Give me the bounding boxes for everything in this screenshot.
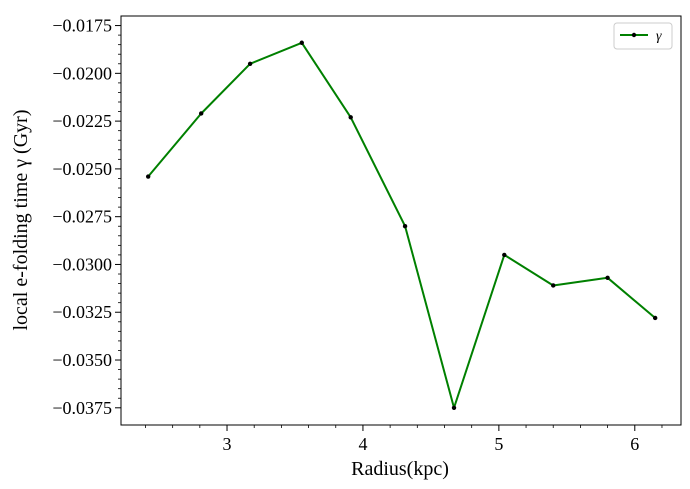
data-point: [502, 252, 507, 258]
data-point: [451, 405, 457, 410]
x-tick-label: 5: [494, 434, 503, 454]
y-tick-label: −0.0350: [52, 350, 112, 370]
y-tick-label: −0.0300: [52, 254, 112, 274]
y-tick-label: −0.0375: [52, 398, 112, 418]
y-tick-label: −0.0250: [52, 159, 112, 179]
y-tick-label: −0.0325: [52, 302, 112, 322]
y-tick-label: −0.0200: [52, 63, 112, 83]
y-tick-label: −0.0225: [52, 111, 112, 131]
data-point: [348, 115, 353, 120]
data-point: [652, 315, 658, 321]
legend-marker: [631, 32, 637, 38]
plot-area: [120, 15, 682, 426]
y-tick-label: −0.0275: [52, 207, 112, 227]
data-point: [605, 275, 610, 281]
data-point: [551, 283, 556, 288]
data-point: [402, 224, 408, 229]
data-point: [299, 40, 304, 45]
x-axis-label: Radius(kpc): [351, 458, 449, 480]
x-tick-label: 4: [358, 434, 367, 454]
y-axis-label: local e-folding time γ (Gyr): [10, 110, 32, 331]
data-point: [145, 174, 151, 179]
x-tick-label: 3: [223, 434, 232, 454]
y-tick-label: −0.0175: [52, 16, 112, 36]
legend-label: γ: [656, 29, 662, 44]
x-tick-label: 6: [630, 434, 639, 454]
data-point: [198, 111, 204, 116]
legend: γ: [613, 22, 673, 50]
data-point: [247, 61, 253, 66]
